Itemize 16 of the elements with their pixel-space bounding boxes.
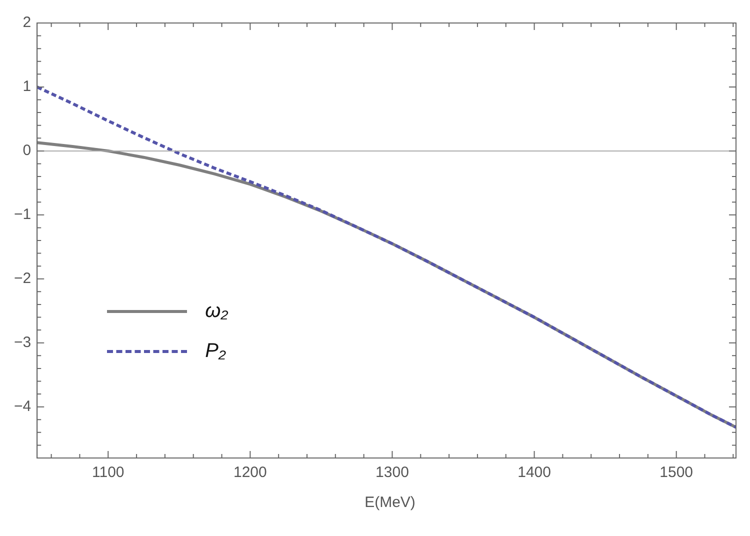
y-tick-label: 2	[22, 14, 32, 32]
x-tick-label: 1400	[518, 464, 551, 482]
x-tick-label: 1200	[233, 464, 267, 482]
x-tick-label: 1500	[660, 464, 694, 482]
y-tick-label: −4	[14, 398, 32, 415]
y-tick-label: 1	[22, 78, 32, 96]
y-tick-label: −2	[14, 270, 32, 288]
x-axis-title: E(MeV)	[364, 494, 416, 511]
legend-label: P₂	[205, 340, 226, 362]
y-tick-label: −1	[14, 206, 32, 224]
x-tick-label: 1100	[92, 464, 124, 482]
x-tick-label: 1300	[376, 464, 409, 482]
line-series	[37, 85, 736, 429]
y-tick-label: 0	[22, 142, 32, 160]
y-tick-label: −3	[14, 334, 32, 351]
legend-label: ω₂	[205, 300, 228, 322]
